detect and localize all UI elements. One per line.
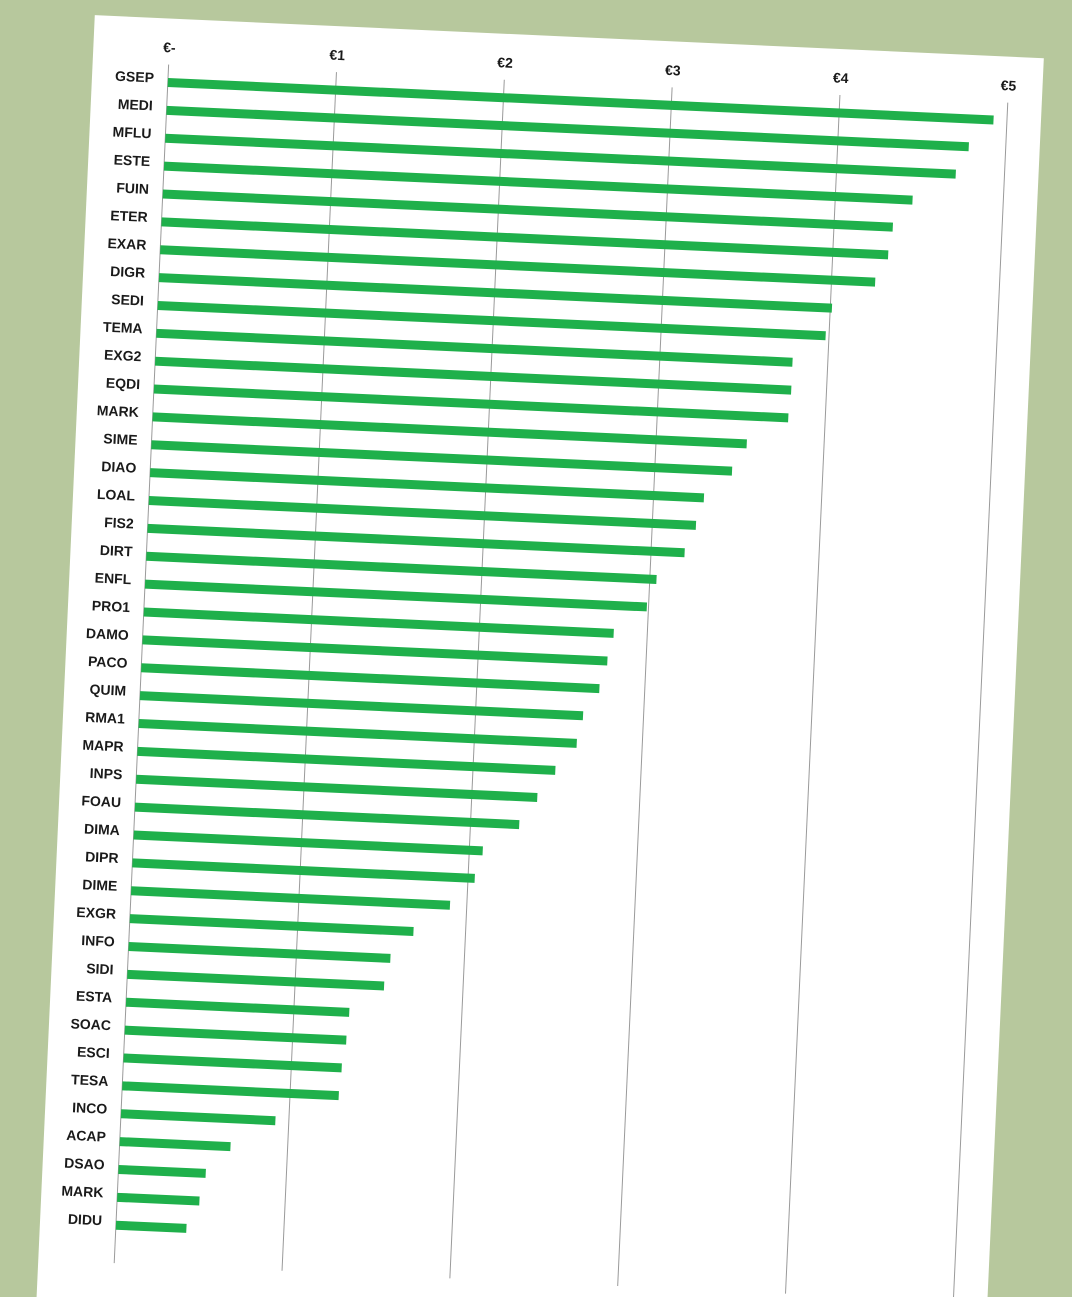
- bar: [119, 1137, 231, 1152]
- bar: [115, 1220, 187, 1233]
- bar: [127, 969, 385, 991]
- bar: [138, 719, 577, 748]
- grid-line: [785, 95, 841, 1294]
- y-tick-label: MEDI: [117, 96, 153, 114]
- y-tick-label: DSAO: [64, 1155, 105, 1173]
- bar: [137, 746, 556, 775]
- bar: [128, 941, 391, 963]
- y-tick-label: LOAL: [97, 486, 136, 504]
- y-tick-label: ETER: [110, 207, 148, 225]
- y-tick-label: FIS2: [104, 514, 134, 531]
- y-tick-label: ESTA: [76, 988, 113, 1006]
- y-tick-label: EXG2: [104, 347, 142, 365]
- y-tick-label: SEDI: [111, 291, 144, 308]
- y-tick-label: QUIM: [89, 681, 126, 699]
- y-tick-label: DAMO: [86, 625, 130, 643]
- y-tick-label: EXAR: [107, 235, 147, 253]
- x-tick-label: €-: [163, 39, 176, 56]
- bar: [116, 1192, 200, 1206]
- y-tick-label: SIME: [103, 430, 138, 448]
- bar: [144, 579, 648, 612]
- y-tick-label: DIAO: [101, 458, 137, 476]
- bar: [132, 858, 475, 883]
- y-tick-label: INPS: [89, 765, 122, 782]
- y-tick-label: MARK: [61, 1182, 104, 1200]
- bar: [151, 440, 733, 476]
- bar: [141, 663, 600, 694]
- y-tick-label: RMA1: [85, 709, 126, 727]
- y-tick-label: DIDU: [68, 1211, 103, 1229]
- bar: [157, 300, 826, 341]
- y-tick-label: DIRT: [100, 542, 134, 559]
- x-tick-label: €2: [497, 54, 513, 71]
- bar: [154, 356, 792, 395]
- bar: [120, 1109, 276, 1126]
- y-tick-label: EQDI: [106, 375, 141, 393]
- y-tick-label: ENFL: [94, 570, 132, 588]
- bar: [156, 328, 793, 367]
- y-tick-label: EXGR: [76, 904, 116, 922]
- y-tick-label: INFO: [81, 932, 115, 950]
- bar: [133, 830, 483, 856]
- y-tick-label: SOAC: [70, 1015, 111, 1033]
- y-tick-label: DIGR: [110, 263, 146, 281]
- bar: [158, 273, 833, 313]
- y-tick-label: FUIN: [116, 180, 149, 197]
- bar: [149, 468, 705, 503]
- bar: [124, 1025, 347, 1045]
- y-tick-label: ESCI: [77, 1044, 110, 1061]
- x-tick-label: €1: [329, 47, 345, 64]
- y-tick-label: GSEP: [115, 68, 155, 86]
- bar: [135, 774, 538, 802]
- bar: [167, 77, 994, 125]
- bar: [122, 1081, 339, 1101]
- bar: [161, 217, 889, 260]
- x-tick-label: €3: [665, 62, 681, 79]
- bar: [129, 914, 414, 936]
- bar: [147, 523, 685, 558]
- y-tick-label: MAPR: [82, 737, 124, 755]
- bar: [163, 161, 913, 205]
- y-tick-label: DIPR: [85, 848, 119, 866]
- grid-line: [617, 87, 673, 1286]
- bar: [123, 1053, 342, 1073]
- grid-line: [952, 102, 1009, 1297]
- y-tick-label: PACO: [88, 653, 128, 671]
- bar: [160, 245, 876, 287]
- bar: [165, 133, 956, 179]
- y-tick-label: SIDI: [86, 960, 114, 977]
- y-tick-label: PRO1: [92, 597, 131, 615]
- y-tick-label: INCO: [72, 1099, 108, 1117]
- bar: [162, 189, 894, 232]
- y-tick-label: MFLU: [112, 124, 152, 142]
- bar: [134, 802, 520, 830]
- y-tick-label: ACAP: [66, 1127, 106, 1145]
- x-tick-label: €5: [1000, 77, 1016, 94]
- bar: [146, 551, 657, 584]
- bar: [153, 384, 789, 423]
- bar: [148, 496, 697, 530]
- y-tick-label: DIME: [82, 876, 118, 894]
- bar: [166, 105, 969, 152]
- x-tick-label: €4: [833, 69, 849, 86]
- bar: [139, 691, 584, 721]
- y-tick-label: DIMA: [84, 820, 120, 838]
- paper: €- €1 €2 €3 €4 €5 GSEP MEDI MFLU ESTE FUIN ETER EXAR…: [35, 15, 1044, 1297]
- bar: [152, 412, 747, 449]
- y-tick-label: ESTE: [113, 152, 150, 170]
- bar: [142, 635, 608, 666]
- bar: [143, 607, 614, 638]
- bar: [125, 997, 350, 1017]
- bar: [118, 1164, 206, 1178]
- y-tick-label: MARK: [97, 402, 140, 420]
- y-tick-label: TEMA: [103, 319, 143, 337]
- y-tick-label: FOAU: [81, 792, 121, 810]
- bar: [130, 886, 451, 910]
- y-tick-label: TESA: [71, 1071, 109, 1089]
